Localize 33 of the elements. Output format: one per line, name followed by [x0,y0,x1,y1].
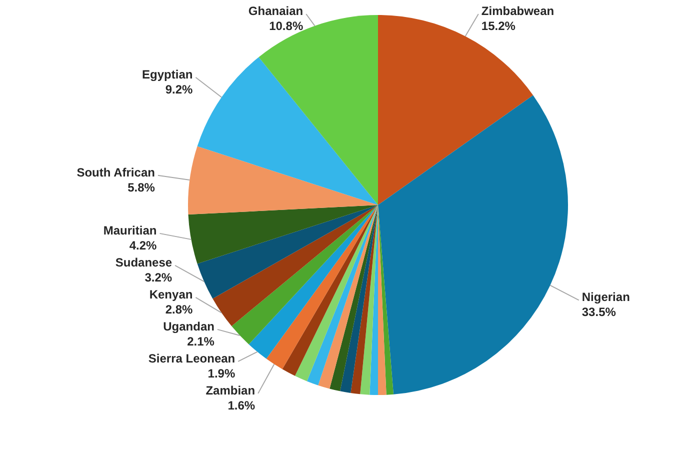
data-label: 15.2% [481,19,516,33]
data-label: 3.2% [144,270,172,284]
pie-slice [258,15,378,205]
slice-label: Ghanaian [248,4,304,18]
data-label: 1.6% [228,398,256,412]
pie-slice [188,146,378,215]
data-label: 2.1% [187,334,215,348]
data-label: 2.8% [165,302,194,316]
slice-label: Mauritian [103,223,157,238]
data-label: 1.9% [208,366,236,380]
slice-label: Zambian [206,383,256,398]
slice-label: Nigerian [582,290,630,304]
pie-slice [330,205,378,392]
slice-label: Sierra Leonean [148,351,236,366]
pie-slice [248,205,378,359]
slice-label: Sudanese [115,255,172,270]
data-label: 33.5% [582,305,616,320]
pie-slice [378,15,534,205]
pie-slice [197,57,378,205]
slice-label: Egyptian [142,67,193,82]
data-label: 10.8% [269,19,304,33]
pie-slice [266,205,378,370]
data-label: 4.2% [129,238,158,252]
slice-label: South African [76,165,155,180]
pie-slice [232,205,378,344]
pie-slice [378,205,394,395]
pie-slice [378,95,568,394]
pie-slice [188,205,378,264]
slice-label: Zimbabwean [481,4,554,18]
slice-label: Kenyan [149,287,193,302]
data-label: 5.8% [128,180,156,194]
data-label: 9.2% [165,82,194,96]
slice-label: Ugandan [163,319,214,334]
